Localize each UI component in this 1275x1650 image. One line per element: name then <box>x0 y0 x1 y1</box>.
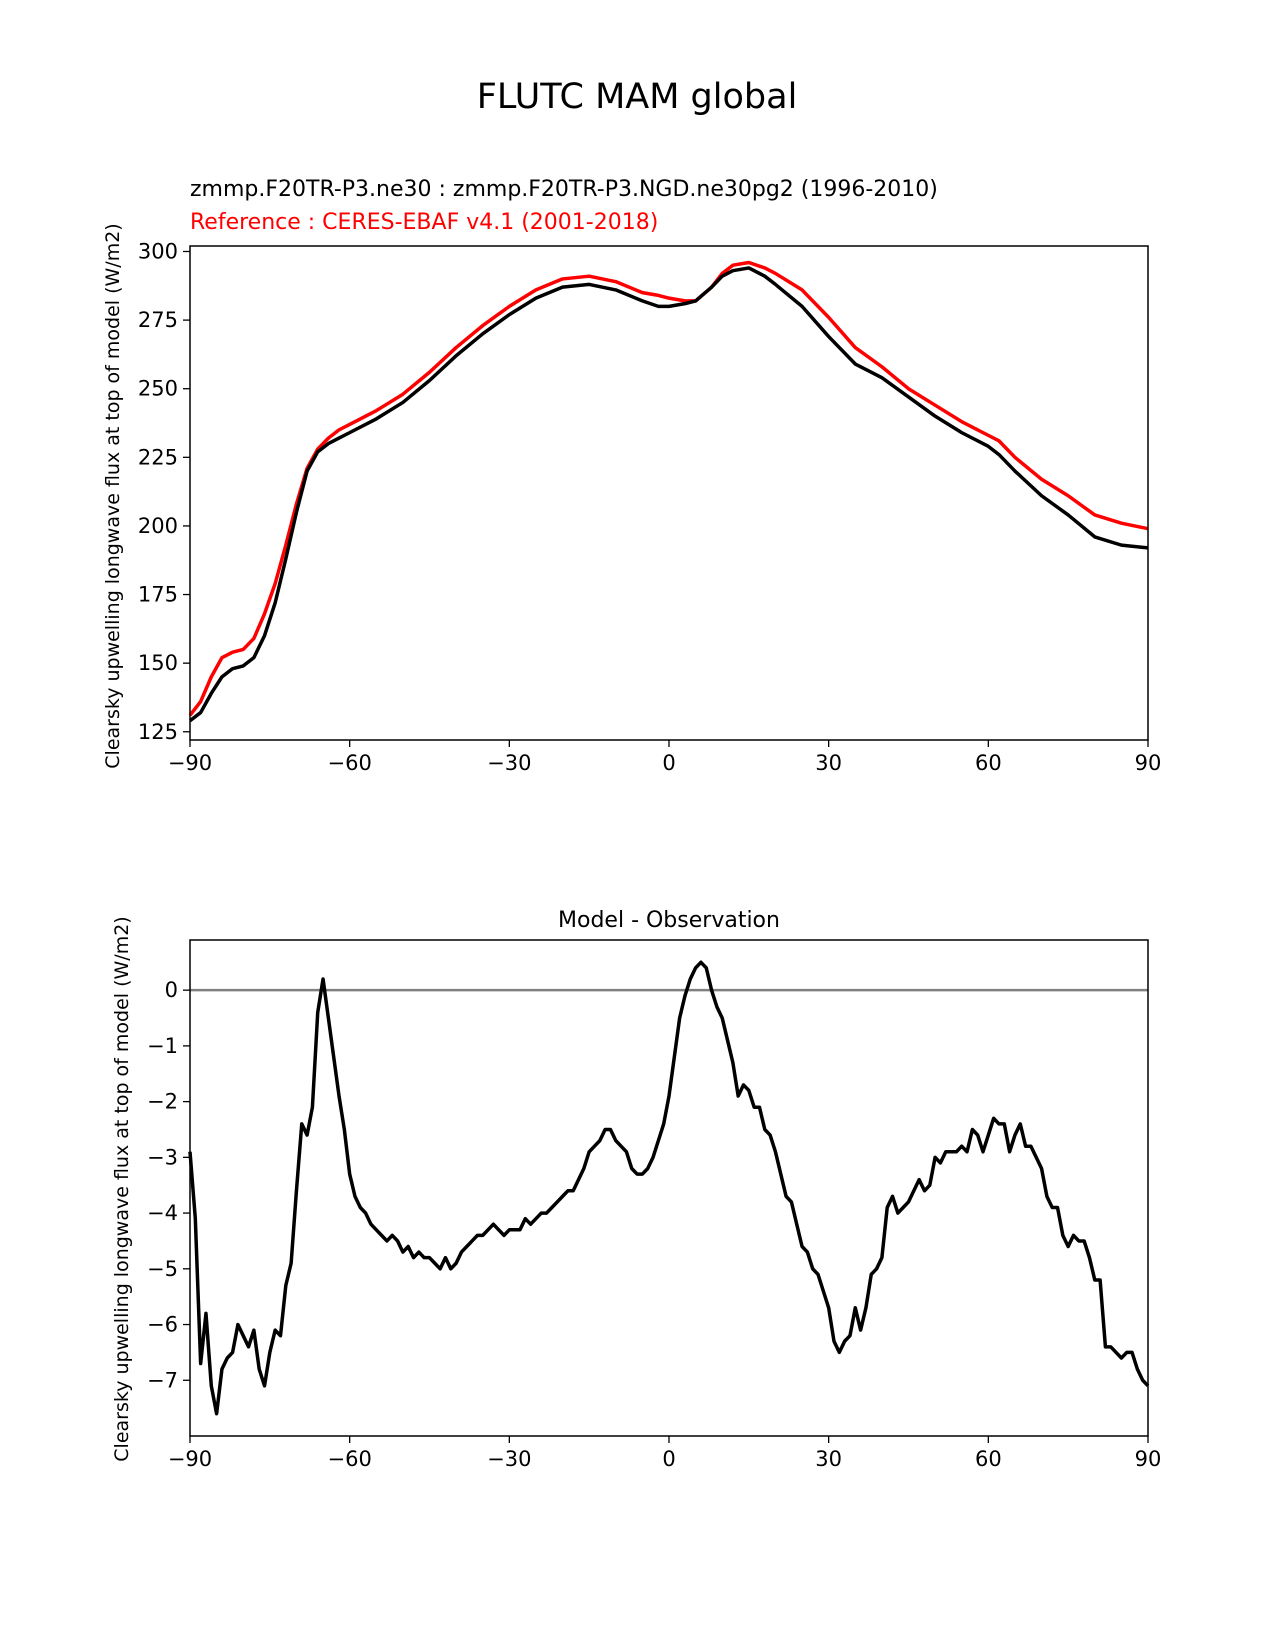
y-tick-label: 300 <box>138 239 178 263</box>
top-panel-ylabel: Clearsky upwelling longwave flux at top … <box>102 223 124 768</box>
x-tick-label: −30 <box>487 1447 531 1471</box>
y-tick-label: 225 <box>138 445 178 469</box>
series-line-reference <box>188 260 1149 717</box>
series-line-model <box>188 266 1149 723</box>
x-tick-label: 30 <box>815 1447 842 1471</box>
x-tick-label: 60 <box>975 751 1002 775</box>
y-tick-label: 275 <box>138 308 178 332</box>
bottom-panel: Model - Observation Clearsky upwelling l… <box>111 908 1161 1471</box>
top-axis-ticks: −90 −60 −30 0 30 60 90 125 150 175 200 225 250 275 300 <box>138 239 1161 775</box>
top-panel-title-line1: zmmp.F20TR-P3.ne30 : zmmp.F20TR-P3.NGD.n… <box>190 177 938 202</box>
bottom-panel-title: Model - Observation <box>558 908 780 933</box>
y-tick-label: −3 <box>147 1145 178 1169</box>
x-tick-label: −30 <box>487 751 531 775</box>
x-tick-label: 60 <box>975 1447 1002 1471</box>
y-tick-label: −2 <box>147 1090 178 1114</box>
top-plot-frame <box>189 245 1149 741</box>
x-tick-label: −90 <box>168 751 212 775</box>
x-tick-label: −60 <box>328 1447 372 1471</box>
bottom-series-group <box>188 960 1150 1416</box>
bottom-axis-ticks: −90 −60 −30 0 30 60 90 −7 −6 −5 −4 −3 −2 −1 0 <box>147 978 1161 1471</box>
bottom-panel-ylabel: Clearsky upwelling longwave flux at top … <box>111 916 133 1461</box>
y-tick-label: 250 <box>138 377 178 401</box>
y-tick-label: 0 <box>165 978 178 1002</box>
x-tick-label: 0 <box>662 1447 675 1471</box>
x-tick-label: 0 <box>662 751 675 775</box>
y-tick-label: −5 <box>147 1257 178 1281</box>
x-tick-label: 30 <box>815 751 842 775</box>
y-tick-label: 125 <box>138 720 178 744</box>
y-tick-label: −7 <box>147 1368 178 1392</box>
y-tick-label: 200 <box>138 514 178 538</box>
top-panel-title-line2: Reference : CERES-EBAF v4.1 (2001-2018) <box>190 210 658 235</box>
x-tick-label: 90 <box>1135 751 1162 775</box>
figure-title: FLUTC MAM global <box>477 77 798 117</box>
y-tick-label: −4 <box>147 1201 178 1225</box>
bottom-plot-frame <box>189 939 1149 1437</box>
x-tick-label: −90 <box>168 1447 212 1471</box>
x-tick-label: 90 <box>1135 1447 1162 1471</box>
y-tick-label: −1 <box>147 1034 178 1058</box>
top-series-group <box>188 260 1149 723</box>
x-tick-label: −60 <box>328 751 372 775</box>
y-tick-label: −6 <box>147 1313 178 1337</box>
series-line-model-observation <box>188 960 1150 1416</box>
top-panel: zmmp.F20TR-P3.ne30 : zmmp.F20TR-P3.NGD.n… <box>102 177 1161 775</box>
y-tick-label: 150 <box>138 651 178 675</box>
y-tick-label: 175 <box>138 583 178 607</box>
